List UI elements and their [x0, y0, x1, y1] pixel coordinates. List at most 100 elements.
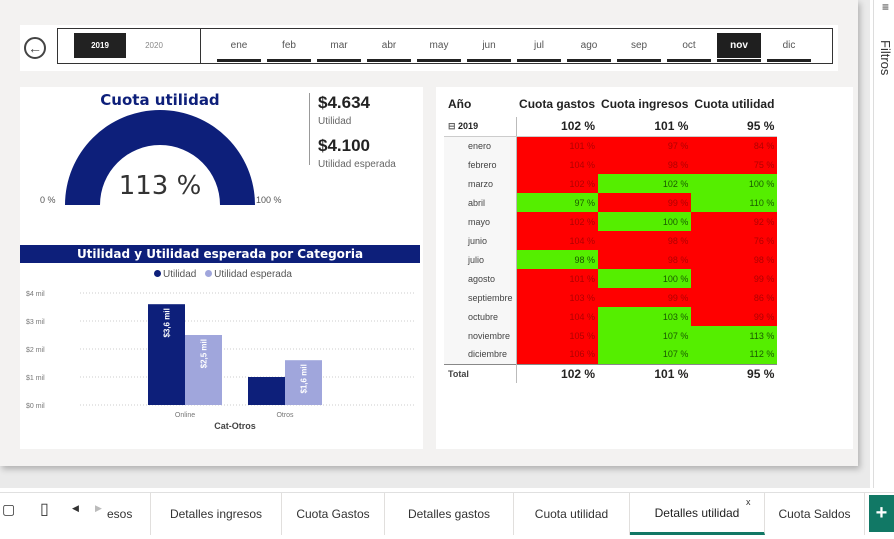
kpi-utilidad-value: $4.634: [318, 93, 370, 112]
total-row: Total 102 % 101 % 95 %: [444, 363, 778, 383]
chart-legend: Utilidad Utilidad esperada: [20, 269, 420, 280]
matrix-cell: 104 %: [516, 307, 599, 326]
y-tick-label: $2 mil: [26, 347, 45, 354]
matrix-cell: 110 %: [691, 193, 778, 212]
year-chip-2020[interactable]: 2020: [145, 41, 163, 50]
matrix-cell: 103 %: [516, 288, 599, 307]
month-chip-dic[interactable]: dic: [782, 40, 796, 51]
month-underline: [717, 59, 761, 62]
matrix-cell: 99 %: [598, 288, 692, 307]
matrix-cell: 107 %: [598, 326, 692, 345]
matrix-cell: 102 %: [516, 117, 599, 137]
collapse-icon[interactable]: ⊟: [448, 120, 459, 131]
bar-online-esperada[interactable]: [185, 335, 222, 405]
close-tab-icon[interactable]: x: [746, 497, 751, 507]
matrix-cell: 99 %: [691, 269, 778, 288]
matrix-cell: 102 %: [598, 174, 692, 193]
matrix-header[interactable]: Año: [448, 97, 472, 111]
page-tab-cuota-saldos[interactable]: Cuota Saldos: [765, 493, 865, 535]
table-row: junio 104 % 98 % 76 %: [444, 231, 778, 250]
table-row: diciembre 106 % 107 % 112 %: [444, 345, 778, 364]
matrix-cell: 101 %: [598, 117, 692, 137]
matrix-cell: 107 %: [598, 345, 692, 364]
slicer-divider: [200, 29, 201, 63]
report-canvas: ← 2019 2020 ene feb mar abr may jun jul ago sep oc…: [0, 0, 870, 488]
page-tab-detalles-ingresos[interactable]: Detalles ingresos: [151, 493, 282, 535]
kpi-divider: [309, 93, 310, 165]
matrix-cell: 100 %: [598, 269, 692, 288]
matrix-cell: 97 %: [516, 193, 599, 212]
filters-pane-label[interactable]: Filtros: [878, 40, 893, 76]
gauge-track: [65, 110, 255, 205]
filter-pane-icon[interactable]: ≡: [882, 0, 890, 14]
month-chip-oct[interactable]: oct: [682, 40, 696, 51]
table-row: enero 101 % 97 % 84 %: [444, 136, 778, 155]
filters-pane[interactable]: [873, 0, 894, 488]
total-row-label: Total: [444, 363, 517, 383]
month-chip-abr[interactable]: abr: [381, 40, 397, 51]
matrix-cell: 84 %: [691, 136, 778, 155]
matrix-header[interactable]: Cuota ingresos: [601, 97, 689, 111]
table-row: noviembre 105 % 107 % 113 %: [444, 326, 778, 345]
year-chip-2019[interactable]: 2019: [74, 33, 126, 58]
report-page: ← 2019 2020 ene feb mar abr may jun jul ago sep oc…: [20, 25, 853, 449]
matrix-cell: 102 %: [516, 174, 599, 193]
matrix-cell: 101 %: [516, 269, 599, 288]
gauge-title: Cuota utilidad: [100, 91, 220, 109]
month-chip-feb[interactable]: feb: [282, 40, 296, 51]
bar-online-utilidad[interactable]: [148, 304, 185, 405]
month-underline: [617, 59, 661, 62]
gauge-card: Cuota utilidad 113 % 0 % 100 % $4.634 Ut…: [20, 87, 423, 449]
page-tab-cuota-gastos[interactable]: Cuota Gastos: [282, 493, 385, 535]
bar-otros-esperada[interactable]: [285, 360, 322, 405]
page-tab-esos[interactable]: esos: [107, 493, 151, 535]
page-tab-detalles-gastos[interactable]: Detalles gastos: [385, 493, 514, 535]
month-chip-nov[interactable]: nov: [717, 33, 761, 58]
month-chip-mar[interactable]: mar: [330, 40, 348, 51]
table-row: julio 98 % 98 % 98 %: [444, 250, 778, 269]
month-chip-jul[interactable]: jul: [533, 40, 544, 51]
matrix-header[interactable]: Cuota utilidad: [694, 97, 775, 111]
legend-dot-esperada: [205, 270, 213, 277]
quota-matrix: Año Cuota gastos Cuota ingresos Cuota utili…: [436, 87, 853, 449]
month-row-label: marzo: [444, 174, 517, 193]
month-row-label: julio: [444, 250, 517, 269]
page-tab-cuota-utilidad[interactable]: Cuota utilidad: [514, 493, 630, 535]
month-underline: [567, 59, 611, 62]
kpi-esperada-value: $4.100: [318, 136, 370, 155]
matrix-cell: 104 %: [516, 155, 599, 174]
desktop-view-icon[interactable]: ▢: [2, 501, 16, 517]
month-chip-may[interactable]: may: [429, 40, 449, 51]
matrix-cell: 102 %: [516, 212, 599, 231]
matrix-cell: 92 %: [691, 212, 778, 231]
filter-panel: ← 2019 2020 ene feb mar abr may jun jul ago sep oc…: [20, 25, 838, 71]
matrix-cell: 99 %: [598, 193, 692, 212]
month-underline: [267, 59, 311, 62]
month-underline: [317, 59, 361, 62]
prev-tab-icon[interactable]: ◀: [72, 503, 79, 513]
next-tab-icon[interactable]: ▶: [95, 503, 102, 513]
page-tab-detalles-utilidad[interactable]: Detalles utilidad: [630, 493, 765, 535]
matrix-cell: 98 %: [598, 231, 692, 250]
month-chip-sep[interactable]: sep: [630, 40, 648, 51]
back-arrow-icon[interactable]: ←: [24, 37, 46, 59]
month-row-label: octubre: [444, 307, 517, 326]
month-underline: [767, 59, 811, 62]
mobile-view-icon[interactable]: ▯: [40, 501, 49, 518]
add-page-icon[interactable]: +: [869, 495, 894, 532]
gauge-max-label: 100 %: [256, 195, 282, 205]
matrix-header[interactable]: Cuota gastos: [519, 97, 596, 111]
matrix-cell: 105 %: [516, 326, 599, 345]
y-tick-label: $3 mil: [26, 319, 45, 326]
matrix-cell: 106 %: [516, 345, 599, 364]
table-row: febrero 104 % 98 % 75 %: [444, 155, 778, 174]
month-chip-ene[interactable]: ene: [230, 40, 248, 51]
month-chip-jun[interactable]: jun: [482, 40, 496, 51]
bar-otros-utilidad[interactable]: [248, 377, 285, 405]
month-row-label: junio: [444, 231, 517, 250]
gauge-min-label: 0 %: [40, 195, 56, 205]
year-row-label[interactable]: ⊟ 2019: [444, 117, 517, 137]
y-tick-label: $0 mil: [26, 403, 45, 410]
month-chip-ago[interactable]: ago: [580, 40, 598, 51]
month-underline: [467, 59, 511, 62]
